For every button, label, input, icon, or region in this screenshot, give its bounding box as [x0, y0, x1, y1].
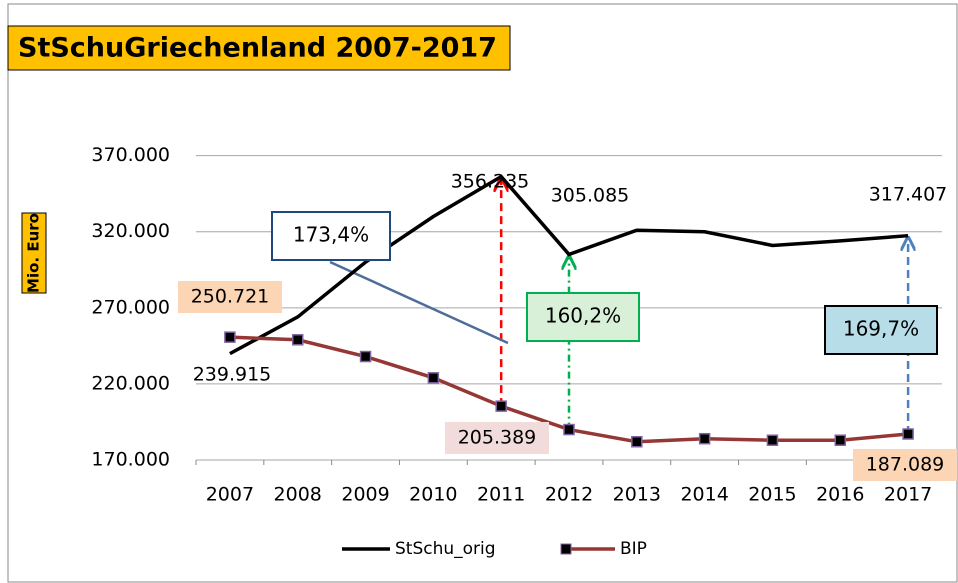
annotation: 169,7%	[843, 317, 919, 341]
annotation-box	[271, 211, 391, 261]
chart-title: StSchuGriechenland 2007-2017	[18, 33, 497, 64]
y-tick-label: 170.000	[91, 449, 170, 471]
y-tick-label: 320.000	[91, 220, 170, 242]
x-tick-label: 2016	[816, 484, 864, 506]
marker	[902, 428, 914, 440]
annotation-box	[824, 305, 938, 355]
data-label-bg	[853, 449, 957, 481]
data-label: 205.389	[458, 427, 537, 449]
y-tick-label: 220.000	[91, 372, 170, 394]
legend-label: BIP	[620, 539, 647, 559]
marker	[495, 400, 507, 412]
x-tick-label: 2011	[477, 484, 525, 506]
data-label: 317.407	[869, 184, 948, 206]
marker	[224, 331, 236, 343]
annotation-box	[526, 292, 640, 342]
connector	[329, 260, 509, 345]
y-label-box	[21, 212, 47, 294]
x-tick-label: 2014	[680, 484, 728, 506]
data-label: 356.235	[451, 171, 530, 193]
x-tick-label: 2015	[748, 484, 796, 506]
x-tick-label: 2009	[341, 484, 389, 506]
chart-frame	[7, 3, 958, 583]
x-tick-label: 2010	[409, 484, 457, 506]
data-label-bg	[445, 422, 549, 454]
marker	[359, 350, 372, 363]
x-tick-label: 2008	[274, 484, 322, 506]
data-label: 239.915	[193, 364, 272, 386]
x-tick-label: 2012	[545, 484, 593, 506]
x-tick-label: 2017	[884, 484, 932, 506]
legend-marker	[560, 543, 572, 555]
marker	[631, 435, 643, 448]
x-tick-label: 2013	[613, 484, 661, 506]
data-label: 187.089	[866, 454, 945, 476]
data-label: 305.085	[551, 185, 630, 207]
title-box	[7, 25, 511, 71]
y-tick-label: 370.000	[91, 144, 170, 166]
annotation: 160,2%	[545, 304, 621, 328]
series-line	[229, 174, 909, 356]
marker	[291, 334, 304, 346]
marker	[834, 434, 847, 446]
data-label: 250.721	[191, 286, 270, 308]
x-tick-label: 2007	[206, 484, 254, 506]
data-label-bg	[178, 281, 282, 313]
legend-label: StSchu_orig	[395, 539, 496, 559]
marker	[698, 432, 711, 445]
y-tick-label: 270.000	[91, 296, 170, 318]
marker	[766, 434, 779, 446]
marker	[427, 372, 440, 384]
y-axis-label: Mio. Euro	[25, 213, 43, 293]
annotation: 173,4%	[293, 223, 369, 247]
marker	[563, 423, 575, 436]
